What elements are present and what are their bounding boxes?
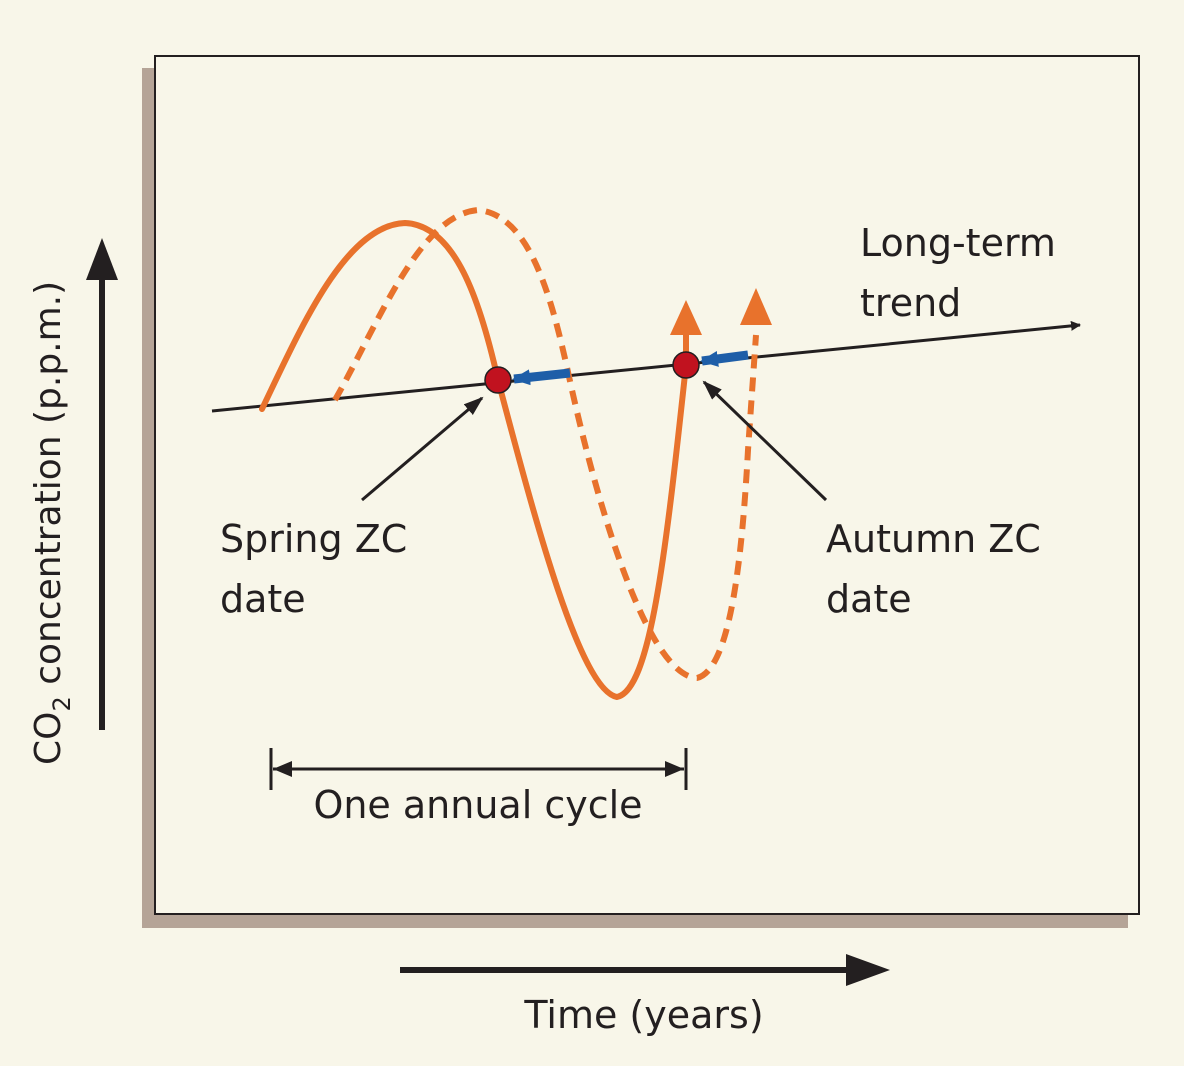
x-axis-label: Time (years) — [523, 993, 763, 1037]
dashed-shifted-curve — [332, 206, 759, 682]
y-axis-arrow — [86, 238, 118, 730]
spring-zero-crossing-dot — [484, 366, 512, 394]
autumn-label-line1: Autumn ZC — [826, 517, 1041, 561]
annual-cycle-bracket — [269, 748, 688, 790]
autumn-shift-arrow — [700, 350, 749, 367]
autumn-pointer-arrow — [702, 380, 828, 502]
long-term-trend-line — [211, 320, 1081, 413]
spring-shift-arrow — [512, 368, 571, 386]
autumn-zero-crossing-dot — [672, 351, 700, 379]
solid-seasonal-curve — [259, 219, 689, 701]
spring-label-line1: Spring ZC — [220, 517, 407, 561]
annual-cycle-label: One annual cycle — [313, 783, 642, 827]
solid-curve-arrowhead — [670, 300, 702, 335]
spring-label-line2: date — [220, 577, 306, 621]
plot-panel — [154, 55, 1140, 915]
x-axis-arrow — [400, 954, 890, 986]
autumn-label-line2: date — [826, 577, 912, 621]
y-axis-label: CO2 concentration (p.p.m.) — [28, 281, 76, 765]
trend-label-line1: Long-term — [860, 221, 1056, 265]
dashed-curve-arrowhead — [740, 288, 772, 325]
spring-pointer-arrow — [361, 396, 484, 502]
trend-label-line2: trend — [860, 281, 961, 325]
